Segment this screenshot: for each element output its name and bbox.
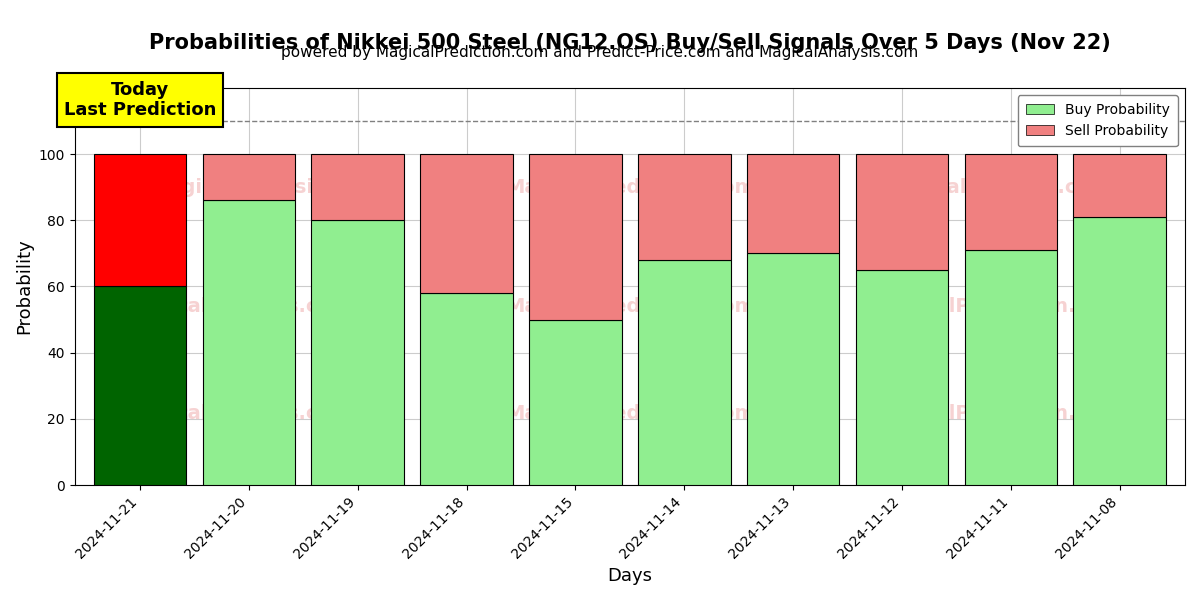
Y-axis label: Probability: Probability	[16, 239, 34, 334]
Bar	[638, 154, 731, 260]
Text: MagicalPrediction.com: MagicalPrediction.com	[505, 297, 755, 316]
Bar	[529, 320, 622, 485]
Bar	[856, 154, 948, 270]
Text: powered by MagicalPrediction.com and Predict-Price.com and MagicalAnalysis.com: powered by MagicalPrediction.com and Pre…	[281, 45, 919, 60]
Bar	[312, 154, 404, 220]
Bar	[1074, 154, 1166, 217]
Bar	[94, 154, 186, 286]
Legend: Buy Probability, Sell Probability: Buy Probability, Sell Probability	[1018, 95, 1178, 146]
Text: MagicalPrediction.com: MagicalPrediction.com	[505, 178, 755, 197]
Bar	[312, 220, 404, 485]
Bar	[1074, 217, 1166, 485]
Bar	[203, 200, 295, 485]
Text: calAnalysis.com: calAnalysis.com	[175, 297, 352, 316]
Bar	[638, 260, 731, 485]
Bar	[965, 154, 1057, 250]
Bar	[529, 154, 622, 320]
X-axis label: Days: Days	[607, 567, 653, 585]
Text: MagicalPrediction.com: MagicalPrediction.com	[871, 404, 1121, 423]
Bar	[420, 154, 512, 293]
Text: MagicalAnalysis.com: MagicalAnalysis.com	[149, 178, 378, 197]
Title: Probabilities of Nikkei 500 Steel (NG12.OS) Buy/Sell Signals Over 5 Days (Nov 22: Probabilities of Nikkei 500 Steel (NG12.…	[149, 33, 1111, 53]
Text: calAnalysis.com: calAnalysis.com	[175, 404, 352, 423]
Bar	[746, 253, 839, 485]
Bar	[746, 154, 839, 253]
Bar	[203, 154, 295, 200]
Bar	[856, 270, 948, 485]
Bar	[965, 250, 1057, 485]
Text: Today
Last Prediction: Today Last Prediction	[64, 80, 216, 119]
Text: MagicalPrediction.com: MagicalPrediction.com	[505, 404, 755, 423]
Bar	[94, 286, 186, 485]
Bar	[420, 293, 512, 485]
Text: MagicalAnalysis.com: MagicalAnalysis.com	[882, 178, 1110, 197]
Text: MagicalPrediction.com: MagicalPrediction.com	[871, 297, 1121, 316]
